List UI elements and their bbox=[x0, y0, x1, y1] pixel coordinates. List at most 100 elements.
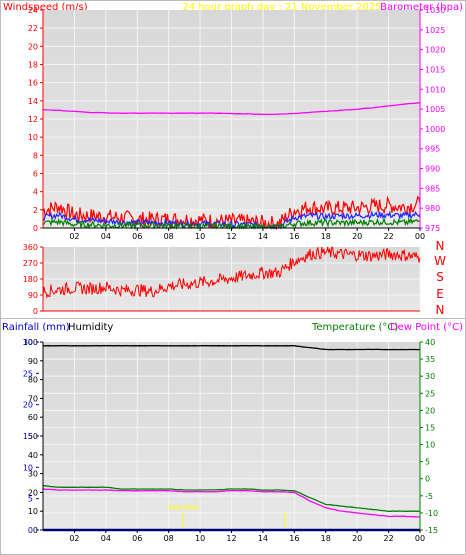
temperature-axis: -15 -10 -5 0 5 10 15 20 25 30 35 40 bbox=[419, 338, 438, 535]
temperature-x-axis-tick-label: 12 bbox=[226, 534, 236, 543]
sun-markers: Sunrise bbox=[168, 503, 286, 528]
barometer-axis-title: Barometer (hpa) bbox=[380, 2, 463, 13]
wind-direction-line bbox=[42, 246, 421, 299]
baro-axis-tick-label: 1015 bbox=[425, 65, 445, 74]
dewpoint-axis-title: Dew Point (°C) bbox=[390, 322, 463, 333]
rainfall-axis: 0 5 10 15 20 25 30 bbox=[23, 338, 39, 535]
humidity-axis-tick-label: 90 bbox=[28, 357, 38, 366]
temperature-x-axis-tick-label: 20 bbox=[352, 534, 362, 543]
temperature-axis-tick-label: 40 bbox=[425, 338, 435, 347]
baro-axis-tick-label: 990 bbox=[425, 165, 440, 174]
baro-axis-tick-label: 1010 bbox=[425, 85, 445, 94]
wind-axis-tick-label: 10 bbox=[28, 133, 38, 142]
humidity-axis-tick-label: 50 bbox=[28, 432, 38, 441]
wind-axis-tick-label: 24 bbox=[28, 6, 38, 15]
rainfall-axis-title: Rainfall (mm) bbox=[2, 322, 70, 333]
humidity-axis-tick-label: 60 bbox=[28, 413, 38, 422]
baro-axis-tick-label: 1020 bbox=[425, 46, 445, 55]
temperature-axis-tick-label: -15 bbox=[425, 526, 438, 535]
wind-x-axis: 02 04 06 08 10 12 14 16 18 20 22 00 bbox=[43, 227, 425, 241]
temperature-axis-tick-label: 30 bbox=[425, 372, 435, 381]
humidity-axis-tick-label: 10 bbox=[28, 507, 38, 516]
humidity-axis-tick-label: 100 bbox=[23, 338, 38, 347]
wind-x-axis-tick-label: 04 bbox=[101, 232, 111, 241]
compass-w: W bbox=[434, 254, 446, 268]
direction-axis-tick-label: 180 bbox=[23, 275, 38, 284]
wind-axis-tick-label: 2 bbox=[33, 206, 38, 215]
rain-axis-tick-label: 30 bbox=[23, 338, 33, 347]
barometer-axis: 975 980 985 990 995 1000 1005 1010 1015 1020 1025 1… bbox=[419, 6, 445, 233]
temperature-x-axis-tick-label: 04 bbox=[101, 534, 111, 543]
wind-x-axis-tick-label: 20 bbox=[352, 232, 362, 241]
wind-axis-tick-label: 14 bbox=[28, 97, 38, 106]
compass-labels: N W S E N bbox=[434, 239, 446, 317]
temperature-axis-tick-label: -10 bbox=[425, 509, 438, 518]
wind-axis-tick-label: 0 bbox=[33, 224, 38, 233]
direction-axis-tick-label: 270 bbox=[23, 259, 38, 268]
baro-axis-tick-label: 995 bbox=[425, 145, 440, 154]
compass-s: S bbox=[436, 270, 444, 284]
wind-axis-tick-label: 12 bbox=[28, 115, 38, 124]
wind-x-axis-tick-label: 22 bbox=[383, 232, 393, 241]
compass-e: E bbox=[436, 287, 444, 301]
baro-axis-tick-label: 985 bbox=[425, 184, 440, 193]
temperature-axis-title: Temperature (°C) bbox=[311, 322, 398, 333]
temperature-x-axis-tick-label: 10 bbox=[195, 534, 205, 543]
temperature-panel-grid bbox=[43, 342, 421, 530]
temperature-c-line bbox=[42, 485, 421, 512]
wind-x-axis-tick-label: 10 bbox=[195, 232, 205, 241]
wind-axis-title: Windspeed (m/s) bbox=[3, 2, 88, 13]
wind-x-axis-tick-label: 08 bbox=[164, 232, 174, 241]
wind-axis-tick-label: 8 bbox=[33, 151, 38, 160]
wind-axis-tick-label: 20 bbox=[28, 42, 38, 51]
rain-axis-tick-label: 25 bbox=[23, 369, 33, 378]
wind-x-axis-tick-label: 12 bbox=[226, 232, 236, 241]
temperature-x-axis-tick-label: 18 bbox=[321, 534, 331, 543]
rain-axis-tick-label: 10 bbox=[23, 463, 33, 472]
temperature-axis-tick-label: 15 bbox=[425, 423, 435, 432]
baro-axis-tick-label: 1005 bbox=[425, 105, 445, 114]
baro-axis-tick-label: 1030 bbox=[425, 6, 445, 15]
temperature-axis-tick-label: 20 bbox=[425, 406, 435, 415]
direction-axis: 0 90 180 270 360 bbox=[23, 243, 420, 316]
wind-x-axis-tick-label: 18 bbox=[321, 232, 331, 241]
humidity-axis-tick-label: 70 bbox=[28, 394, 38, 403]
dew-point-c-line bbox=[42, 488, 421, 518]
temperature-axis-tick-label: 5 bbox=[425, 458, 430, 467]
temperature-axis-tick-label: 35 bbox=[425, 355, 435, 364]
wind-panel-grid bbox=[43, 10, 421, 228]
temperature-x-axis-tick-label: 16 bbox=[289, 534, 299, 543]
wind-axis-tick-label: 22 bbox=[28, 24, 38, 33]
baro-axis-tick-label: 1000 bbox=[425, 125, 445, 134]
wind-axis-tick-label: 18 bbox=[28, 61, 38, 70]
wind-axis-tick-label: 6 bbox=[33, 170, 38, 179]
temperature-x-axis-tick-label: 00 bbox=[415, 534, 425, 543]
direction-axis-tick-label: 90 bbox=[28, 291, 38, 300]
wind-x-axis-tick-label: 16 bbox=[289, 232, 299, 241]
humidity-axis-tick-label: 40 bbox=[28, 451, 38, 460]
rain-axis-tick-label: 5 bbox=[28, 495, 33, 504]
temperature-x-axis: 02 04 06 08 10 12 14 16 18 20 22 00 bbox=[43, 529, 425, 543]
humidity-axis-title: Humidity bbox=[68, 322, 113, 333]
wind-axis-tick-label: 16 bbox=[28, 79, 38, 88]
temperature-axis-tick-label: 25 bbox=[425, 389, 435, 398]
compass-n-bottom: N bbox=[436, 303, 445, 317]
wind-x-axis-tick-label: 00 bbox=[415, 232, 425, 241]
gust-line bbox=[42, 210, 421, 230]
graph-title: 24 hour graph day : 21 November 2025 bbox=[182, 2, 381, 13]
baro-axis-tick-label: 1025 bbox=[425, 26, 445, 35]
temperature-axis-tick-label: 10 bbox=[425, 441, 435, 450]
wind-x-axis-tick-label: 02 bbox=[69, 232, 79, 241]
baro-axis-tick-label: 980 bbox=[425, 204, 440, 213]
wind-x-axis-tick-label: 14 bbox=[258, 232, 268, 241]
barometer-hpa-line bbox=[42, 102, 421, 116]
humidity-axis-tick-label: 30 bbox=[28, 470, 38, 479]
temperature-axis-tick-label: 0 bbox=[425, 475, 430, 484]
panel-separator bbox=[0, 318, 466, 319]
humidity-axis-tick-label: 80 bbox=[28, 376, 38, 385]
temperature-x-axis-tick-label: 14 bbox=[258, 534, 268, 543]
temperature-x-axis-tick-label: 08 bbox=[164, 534, 174, 543]
